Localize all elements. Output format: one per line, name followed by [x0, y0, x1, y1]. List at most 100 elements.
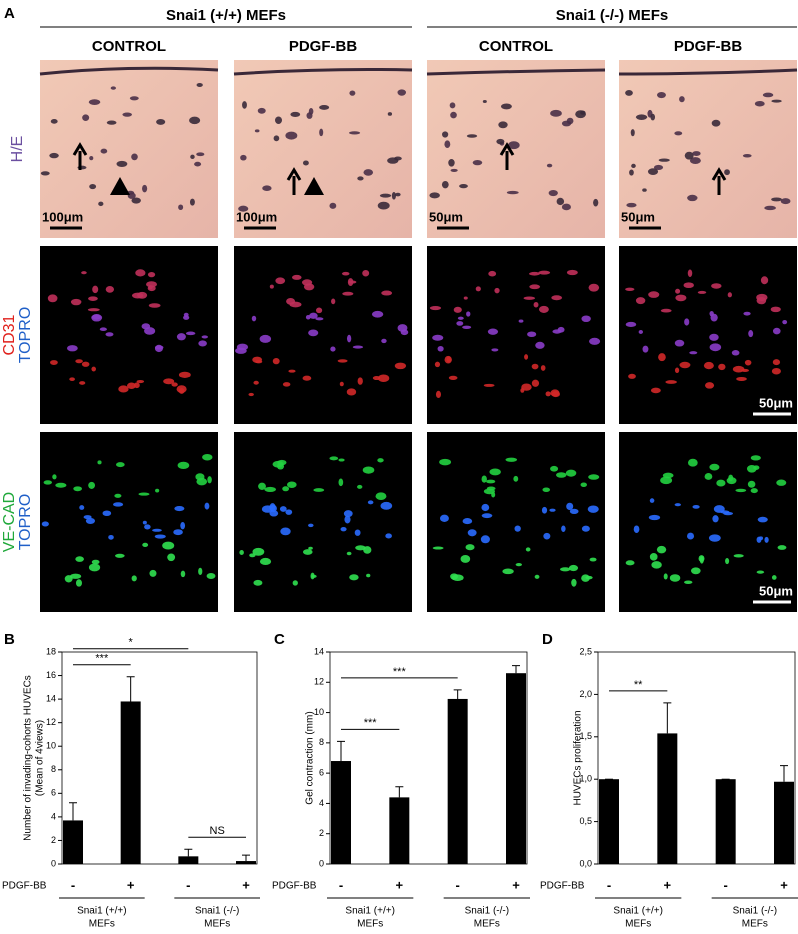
cell — [81, 271, 87, 275]
cell — [488, 270, 497, 277]
cell — [502, 568, 514, 575]
cell — [665, 380, 677, 384]
cell — [248, 392, 254, 397]
cell — [363, 169, 374, 176]
cell — [491, 348, 499, 352]
error-bar — [337, 740, 345, 762]
cell — [571, 578, 577, 587]
cell — [724, 169, 730, 176]
cell — [580, 482, 587, 488]
cell — [679, 96, 685, 103]
cell — [561, 525, 566, 532]
cell — [362, 269, 370, 277]
cell — [675, 294, 687, 302]
cell — [196, 152, 205, 157]
cell — [338, 458, 345, 462]
cell — [650, 387, 661, 394]
cell — [331, 298, 336, 305]
cell — [524, 354, 529, 360]
cell — [279, 506, 287, 512]
cell — [658, 353, 666, 362]
cell — [91, 314, 101, 320]
cell — [339, 381, 344, 387]
cell — [264, 486, 277, 493]
panel-letter: B — [4, 631, 15, 648]
cell — [625, 560, 635, 566]
cell — [626, 202, 637, 208]
cell — [653, 164, 664, 170]
x-tick-label: + — [780, 877, 788, 892]
cell — [348, 131, 361, 135]
cell — [272, 357, 280, 365]
cell — [593, 198, 599, 207]
cell — [568, 564, 579, 572]
group-label: Snai1 (-/-) — [733, 906, 777, 917]
cell — [704, 473, 713, 480]
scale-bar-label: 100μm — [42, 209, 83, 224]
cell — [142, 184, 148, 193]
cell — [764, 536, 769, 543]
y-axis-label: HUVECs proliferation — [573, 710, 584, 805]
arrow — [711, 167, 727, 195]
cell — [561, 203, 571, 211]
group-label: Snai1 (-/-) — [465, 906, 509, 917]
cell — [429, 192, 440, 199]
cell — [462, 325, 472, 330]
cell — [88, 563, 101, 572]
scale-bar-label: 100μm — [236, 209, 277, 224]
cell — [330, 346, 336, 352]
cell — [206, 573, 216, 579]
group-label: Snai1 (+/+) — [345, 906, 394, 917]
cell — [387, 112, 393, 116]
cell — [196, 82, 203, 88]
cell — [50, 118, 58, 124]
y-tick-label: 0,5 — [579, 816, 592, 826]
cell — [735, 488, 747, 493]
cell — [560, 567, 571, 572]
cell — [565, 469, 577, 477]
cell — [288, 369, 296, 373]
cell — [760, 276, 769, 285]
cell — [178, 371, 191, 378]
cell — [638, 330, 643, 334]
cell — [757, 516, 768, 523]
cell — [198, 340, 207, 347]
cell — [73, 486, 82, 492]
cell — [257, 107, 266, 114]
y-tick-label: 18 — [46, 646, 56, 656]
cell — [541, 506, 548, 514]
cell — [462, 518, 473, 525]
x-tick-label: + — [512, 877, 520, 892]
cell — [377, 201, 390, 210]
cell — [189, 198, 195, 206]
bar — [331, 761, 351, 864]
scale-bar-label: 50μm — [759, 583, 793, 598]
cell — [750, 455, 761, 461]
cell — [189, 116, 201, 125]
cell — [475, 286, 481, 292]
cell — [242, 101, 247, 109]
cell — [302, 549, 313, 555]
cell — [52, 474, 57, 480]
cell — [66, 345, 78, 352]
cell — [289, 301, 302, 308]
cell — [97, 460, 102, 465]
cell — [736, 376, 747, 381]
cell — [732, 365, 745, 373]
cell — [239, 550, 244, 556]
cell — [487, 328, 499, 335]
cell — [481, 513, 493, 519]
cell — [709, 463, 720, 471]
bar — [506, 673, 526, 864]
cell — [548, 189, 558, 197]
cell — [538, 305, 549, 313]
cell — [302, 375, 312, 381]
cell — [727, 292, 732, 298]
y-tick-label: 12 — [46, 717, 56, 727]
y-tick-label: 14 — [314, 646, 324, 656]
cell — [50, 360, 58, 365]
cell — [635, 297, 646, 305]
cell — [704, 382, 715, 389]
micrograph — [234, 246, 412, 424]
group-label: Snai1 (-/-) — [195, 906, 239, 917]
